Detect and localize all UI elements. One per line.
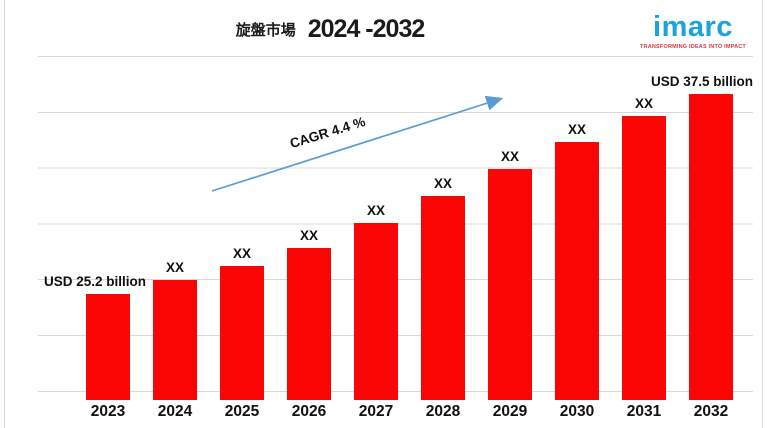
chart-title: 旋盤市場 2024 -2032	[0, 15, 660, 44]
x-axis-label-2023: 2023	[90, 403, 126, 420]
page-left-border	[4, 0, 5, 428]
x-axis-label-2031: 2031	[626, 403, 662, 420]
chart-title-year-range: 2024 -2032	[307, 15, 426, 43]
bar-value-label-2032: USD 37.5 billion	[650, 74, 754, 89]
bar-series: USD 25.2 billion 2023 XX 2024 XX 2025 XX 2026 XX…	[44, 56, 753, 420]
bar-value-label-2023: USD 25.2 billion	[43, 274, 147, 289]
imarc-logo-wordmark: imarc	[653, 11, 733, 43]
x-axis-label-2032: 2032	[693, 403, 729, 420]
bar-value-label-2029: XX	[500, 149, 519, 164]
bar-column-2024: XX 2024	[153, 260, 197, 420]
bar-2032	[689, 94, 733, 400]
bar-value-label-2027: XX	[366, 203, 385, 218]
bar-value-label-2024: XX	[165, 260, 184, 275]
cagr-trend-arrow	[211, 95, 504, 192]
x-axis-label-2029: 2029	[492, 403, 528, 420]
x-axis-label-2030: 2030	[559, 403, 595, 420]
bar-value-label-2030: XX	[567, 122, 586, 137]
bar-2027	[354, 223, 398, 400]
bar-2023	[86, 294, 130, 400]
bar-column-2028: XX 2028	[421, 176, 465, 420]
bar-value-label-2025: XX	[232, 246, 251, 261]
bar-2025	[220, 266, 264, 400]
bar-column-2023: USD 25.2 billion 2023	[44, 274, 146, 420]
bar-2029	[488, 169, 532, 400]
bar-column-2031: XX 2031	[622, 96, 666, 420]
bar-value-label-2026: XX	[299, 228, 318, 243]
bar-2028	[421, 196, 465, 400]
bar-column-2029: XX 2029	[488, 149, 532, 420]
imarc-logo: imarc TRANSFORMING IDEAS INTO IMPACT	[640, 13, 746, 51]
x-axis-label-2025: 2025	[224, 403, 260, 420]
x-axis-label-2028: 2028	[425, 403, 461, 420]
bar-value-label-2028: XX	[433, 176, 452, 191]
chart-title-market-name: 旋盤市場	[235, 22, 296, 39]
bar-column-2032: USD 37.5 billion 2032	[651, 74, 753, 420]
x-axis-label-2027: 2027	[358, 403, 394, 420]
imarc-logo-tagline: TRANSFORMING IDEAS INTO IMPACT	[639, 44, 746, 50]
bar-column-2025: XX 2025	[220, 246, 264, 420]
bar-column-2026: XX 2026	[287, 228, 331, 420]
bar-column-2030: XX 2030	[555, 122, 599, 420]
bar-value-label-2031: XX	[634, 96, 653, 111]
x-axis-label-2024: 2024	[157, 403, 193, 420]
page-right-border	[762, 0, 763, 428]
bar-column-2027: XX 2027	[354, 203, 398, 420]
bar-2026	[287, 248, 331, 400]
cagr-arrow-line	[211, 95, 504, 192]
bar-2030	[555, 142, 599, 400]
bar-2031	[622, 116, 666, 400]
bar-2024	[153, 280, 197, 400]
x-axis-label-2026: 2026	[291, 403, 327, 420]
